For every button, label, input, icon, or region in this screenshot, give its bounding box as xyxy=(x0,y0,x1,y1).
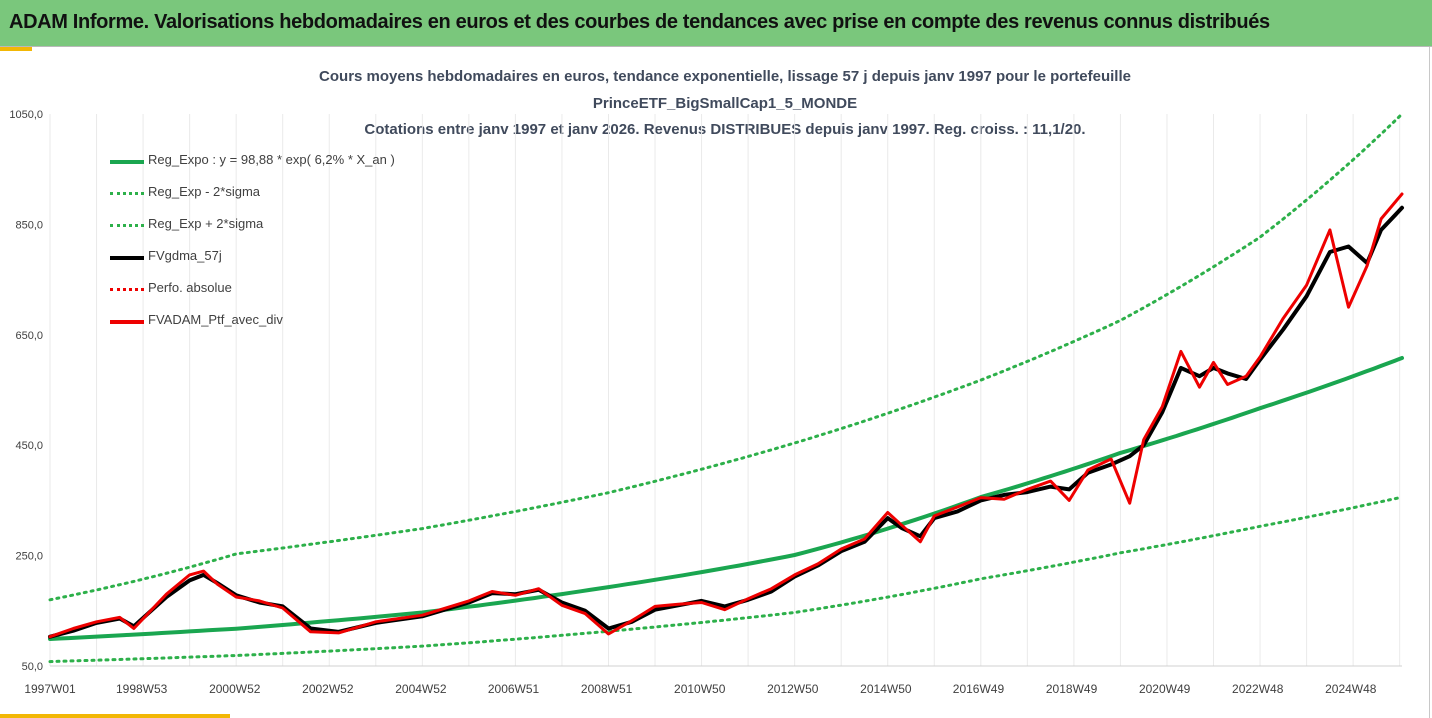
legend-item-reg-exp-minus: Reg_Exp - 2*sigma xyxy=(110,184,450,216)
legend-label-fvadam: FVADAM_Ptf_avec_div xyxy=(148,312,283,327)
chart-title-line-1: Cours moyens hebdomadaires en euros, ten… xyxy=(319,68,1131,85)
chart-title-line-3: Cotations entre janv 1997 et janv 2026. … xyxy=(364,121,1086,138)
x-tick-label: 1998W53 xyxy=(116,682,168,696)
x-tick-label: 2016W49 xyxy=(953,682,1005,696)
legend-item-perfo-absolue: Perfo. absolue xyxy=(110,280,450,312)
x-tick-label: 2006W51 xyxy=(488,682,540,696)
legend-swatch-fvadam xyxy=(110,320,144,324)
x-tick-label: 1997W01 xyxy=(24,682,76,696)
legend-label-fvgdma: FVgdma_57j xyxy=(148,248,222,263)
report-title: ADAM Informe. Valorisations hebdomadaire… xyxy=(9,11,1270,33)
header-banner: ADAM Informe. Valorisations hebdomadaire… xyxy=(0,0,1432,47)
accent-corner-top xyxy=(0,47,32,51)
y-tick-label: 1050,0 xyxy=(9,109,43,121)
series-reg-exp-minus-line xyxy=(48,495,1404,664)
legend-label-perfo-absolue: Perfo. absolue xyxy=(148,280,232,295)
y-tick-label: 250,0 xyxy=(15,551,43,563)
x-tick-label: 2022W48 xyxy=(1232,682,1284,696)
x-tick-label: 2008W51 xyxy=(581,682,633,696)
x-tick-label: 2012W50 xyxy=(767,682,819,696)
x-tick-label: 2024W48 xyxy=(1325,682,1377,696)
legend-label-reg-expo: Reg_Expo : y = 98,88 * exp( 6,2% * X_an … xyxy=(148,152,395,167)
legend-label-reg-exp-minus: Reg_Exp - 2*sigma xyxy=(148,184,260,199)
legend-swatch-reg-exp-plus xyxy=(110,224,144,227)
legend-item-fvadam: FVADAM_Ptf_avec_div xyxy=(110,312,450,344)
y-tick-label: 850,0 xyxy=(15,219,43,231)
y-tick-label: 50,0 xyxy=(22,661,43,673)
legend-swatch-perfo-absolue xyxy=(110,288,144,291)
y-tick-label: 450,0 xyxy=(15,440,43,452)
x-axis-ticks: 1997W01 1998W53 2000W52 2002W52 2004W52 2006W… xyxy=(24,682,1377,696)
legend-item-fvgdma: FVgdma_57j xyxy=(110,248,450,280)
legend-swatch-reg-exp-minus xyxy=(110,192,144,195)
x-tick-label: 2014W50 xyxy=(860,682,912,696)
chart-legend: Reg_Expo : y = 98,88 * exp( 6,2% * X_an … xyxy=(110,152,450,344)
legend-swatch-fvgdma xyxy=(110,256,144,260)
y-tick-label: 650,0 xyxy=(15,330,43,342)
y-axis-ticks: 50,0 250,0 450,0 650,0 850,0 1050,0 xyxy=(9,109,43,673)
x-tick-label: 2002W52 xyxy=(302,682,354,696)
accent-corner-bottom xyxy=(0,714,230,718)
series-fvadam-line xyxy=(48,192,1404,639)
series-reg-exp-plus-line xyxy=(48,112,1404,602)
series-lines xyxy=(48,112,1404,664)
legend-item-reg-expo: Reg_Expo : y = 98,88 * exp( 6,2% * X_an … xyxy=(110,152,450,184)
x-tick-label: 2000W52 xyxy=(209,682,261,696)
series-reg-expo-line xyxy=(48,356,1404,641)
chart-title-line-2: PrinceETF_BigSmallCap1_5_MONDE xyxy=(592,95,858,112)
frame-border-right xyxy=(1429,47,1430,718)
legend-label-reg-exp-plus: Reg_Exp + 2*sigma xyxy=(148,216,264,231)
legend-swatch-reg-expo xyxy=(110,160,144,164)
x-tick-label: 2020W49 xyxy=(1139,682,1191,696)
gridlines xyxy=(49,114,1402,667)
x-tick-label: 2010W50 xyxy=(674,682,726,696)
legend-item-reg-exp-plus: Reg_Exp + 2*sigma xyxy=(110,216,450,248)
x-tick-label: 2004W52 xyxy=(395,682,447,696)
x-tick-label: 2018W49 xyxy=(1046,682,1098,696)
